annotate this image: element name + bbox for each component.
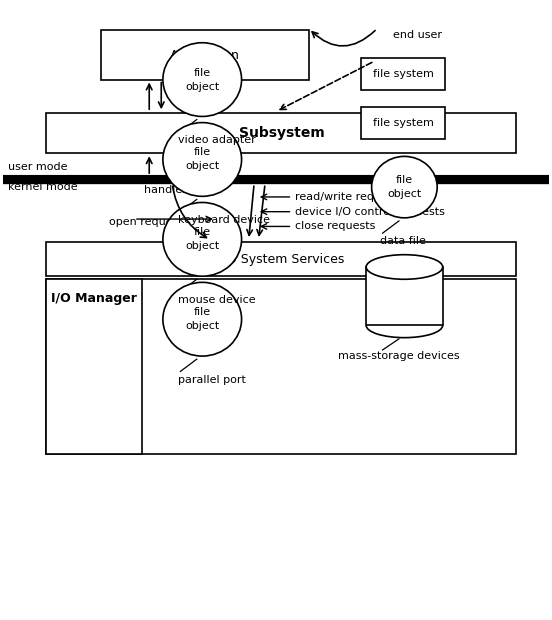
Text: device I/O control requests: device I/O control requests xyxy=(295,206,445,216)
Text: file
object: file object xyxy=(185,308,219,331)
Text: file system: file system xyxy=(373,118,433,128)
Text: user mode: user mode xyxy=(8,162,68,172)
FancyBboxPatch shape xyxy=(366,267,443,326)
Text: I/O Manager: I/O Manager xyxy=(51,291,137,304)
Text: mass-storage devices: mass-storage devices xyxy=(338,351,460,361)
Text: kernel mode: kernel mode xyxy=(8,182,78,192)
Text: read/write requests: read/write requests xyxy=(295,192,404,202)
Ellipse shape xyxy=(366,255,443,279)
FancyBboxPatch shape xyxy=(46,279,142,454)
Text: file
object: file object xyxy=(388,175,422,199)
Ellipse shape xyxy=(163,282,242,356)
Text: parallel port: parallel port xyxy=(178,374,246,384)
Text: open requests: open requests xyxy=(109,216,189,226)
Text: close requests: close requests xyxy=(295,221,375,231)
Text: end user: end user xyxy=(394,30,443,40)
Text: file system: file system xyxy=(373,69,433,79)
Text: file
object: file object xyxy=(185,228,219,251)
Ellipse shape xyxy=(163,123,242,197)
Text: I/O System Services: I/O System Services xyxy=(219,253,344,266)
FancyBboxPatch shape xyxy=(360,58,445,90)
Text: Application: Application xyxy=(170,48,240,61)
Text: keyboard device: keyboard device xyxy=(178,215,269,225)
FancyBboxPatch shape xyxy=(46,242,517,276)
Ellipse shape xyxy=(163,43,242,117)
Text: Subsystem: Subsystem xyxy=(238,126,325,140)
Text: file
object: file object xyxy=(185,68,219,92)
Text: data file: data file xyxy=(380,236,426,246)
Ellipse shape xyxy=(163,203,242,276)
FancyBboxPatch shape xyxy=(101,30,309,79)
Text: handles: handles xyxy=(144,185,188,195)
FancyBboxPatch shape xyxy=(46,279,517,454)
FancyBboxPatch shape xyxy=(360,107,445,139)
Text: mouse device: mouse device xyxy=(178,294,255,304)
Text: video adapter: video adapter xyxy=(178,135,256,145)
Ellipse shape xyxy=(371,156,437,218)
FancyBboxPatch shape xyxy=(46,113,517,153)
Text: file
object: file object xyxy=(185,148,219,172)
Text: I/O requests: I/O requests xyxy=(363,61,431,71)
